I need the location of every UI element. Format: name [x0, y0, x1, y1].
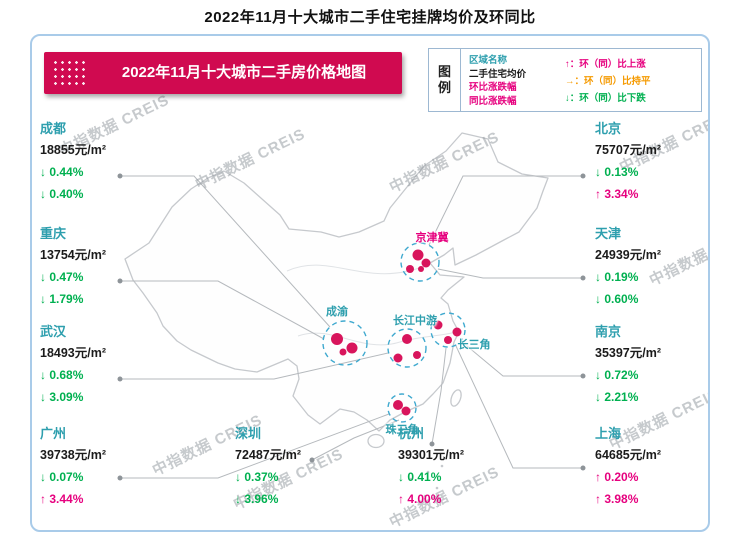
city-mom-change: ↑ 0.20%	[595, 470, 639, 484]
legend-field: 环比涨跌幅	[469, 82, 517, 93]
city-mom-change: ↓ 0.19%	[595, 270, 639, 284]
city-mom-change: ↓ 0.47%	[40, 270, 84, 284]
legend: 图例 区域名称 二手住宅均价 环比涨跌幅 同比涨跌幅 ↑：环（同）比上涨 →：环…	[428, 48, 702, 112]
city-price: 72487元/m²	[235, 448, 302, 462]
city-block-tianjin: 天津 24939元/m² ↓ 0.19% ↓ 0.60%	[595, 226, 708, 314]
city-name: 重庆	[40, 226, 67, 241]
city-name: 深圳	[235, 426, 262, 441]
city-price: 75707元/m²	[595, 143, 662, 157]
city-yoy-change: ↑ 3.98%	[595, 492, 639, 506]
legend-key-down: ↓：环（同）比下跌	[565, 93, 646, 104]
city-block-nanjing: 南京 35397元/m² ↓ 0.72% ↓ 2.21%	[595, 324, 708, 412]
map-region-label: 成渝	[326, 306, 348, 318]
region-dashed-circles	[322, 242, 466, 423]
sea-islets	[409, 452, 444, 498]
leader-dots	[117, 173, 586, 481]
city-price: 39738元/m²	[40, 448, 107, 462]
city-mom-change: ↓ 0.72%	[595, 368, 639, 382]
city-yoy-change: ↓ 3.96%	[235, 492, 279, 506]
city-name: 杭州	[398, 426, 425, 441]
city-block-beijing: 北京 75707元/m² ↓ 0.13% ↑ 3.34%	[595, 121, 708, 209]
map-region-label: 长三角	[457, 339, 491, 351]
china-outline	[124, 132, 549, 449]
map-banner-title: 2022年11月十大城市二手房价格地图	[121, 64, 367, 81]
city-name: 武汉	[40, 324, 67, 339]
city-name: 天津	[595, 226, 622, 241]
map-region-label: 长江中游	[393, 315, 437, 327]
legend-key-flat: →：环（同）比持平	[565, 76, 651, 87]
city-block-chongqing: 重庆 13754元/m² ↓ 0.47% ↓ 1.79%	[40, 226, 170, 314]
map-region-label: 珠三角	[385, 424, 419, 436]
city-mom-change: ↓ 0.37%	[235, 470, 279, 484]
city-yoy-change: ↑ 4.00%	[398, 492, 442, 506]
legend-key-up: ↑：环（同）比上涨	[565, 59, 646, 70]
city-price: 18855元/m²	[40, 143, 107, 157]
city-yoy-change: ↑ 3.44%	[40, 492, 84, 506]
page-title: 2022年11月十大城市二手住宅挂牌均价及环同比	[204, 9, 536, 26]
city-yoy-change: ↓ 1.79%	[40, 292, 84, 306]
taiwan-island	[450, 389, 462, 407]
city-block-chengdu: 成都 18855元/m² ↓ 0.44% ↓ 0.40%	[40, 121, 170, 209]
city-block-shanghai: 上海 64685元/m² ↑ 0.20% ↑ 3.98%	[595, 426, 708, 514]
city-name: 广州	[40, 426, 67, 441]
city-yoy-change: ↓ 2.21%	[595, 390, 639, 404]
city-name: 上海	[595, 426, 622, 441]
city-block-guangzhou: 广州 39738元/m² ↓ 0.07% ↑ 3.44%	[40, 426, 170, 514]
legend-fields: 区域名称 二手住宅均价 环比涨跌幅 同比涨跌幅	[461, 49, 559, 111]
city-price: 13754元/m²	[40, 248, 107, 262]
city-name: 南京	[595, 324, 622, 339]
city-yoy-change: ↑ 3.34%	[595, 187, 639, 201]
city-price: 24939元/m²	[595, 248, 662, 262]
hainan-island	[367, 433, 385, 449]
map-region-label: 京津冀	[415, 232, 449, 244]
city-yoy-change: ↓ 0.40%	[40, 187, 84, 201]
map-panel: 中指数据 CREIS 中指数据 CREIS 中指数据 CREIS 中指数据 CR…	[30, 34, 710, 532]
city-mom-change: ↓ 0.44%	[40, 165, 84, 179]
map-banner: 2022年11月十大城市二手房价格地图	[44, 52, 402, 94]
city-price: 64685元/m²	[595, 448, 662, 462]
city-price: 18493元/m²	[40, 346, 107, 360]
city-mom-change: ↓ 0.41%	[398, 470, 442, 484]
leader-lines	[120, 175, 583, 479]
legend-field: 同比涨跌幅	[469, 95, 517, 107]
city-yoy-change: ↓ 0.60%	[595, 292, 639, 306]
legend-field: 二手住宅均价	[469, 68, 527, 80]
city-yoy-change: ↓ 3.09%	[40, 390, 84, 404]
city-price: 35397元/m²	[595, 346, 662, 360]
city-mom-change: ↓ 0.13%	[595, 165, 639, 179]
city-mom-change: ↓ 0.07%	[40, 470, 84, 484]
city-block-shenzhen: 深圳 72487元/m² ↓ 0.37% ↓ 3.96%	[235, 426, 365, 514]
legend-keys: ↑：环（同）比上涨 →：环（同）比持平 ↓：环（同）比下跌	[559, 49, 701, 111]
city-name: 成都	[40, 121, 67, 136]
china-map	[117, 132, 586, 498]
city-mom-change: ↓ 0.68%	[40, 368, 84, 382]
city-block-wuhan: 武汉 18493元/m² ↓ 0.68% ↓ 3.09%	[40, 324, 170, 412]
legend-tag: 图例	[429, 49, 461, 111]
legend-field: 区域名称	[469, 55, 508, 66]
city-price: 39301元/m²	[398, 448, 465, 462]
city-name: 北京	[595, 121, 622, 136]
city-block-hangzhou: 杭州 39301元/m² ↓ 0.41% ↑ 4.00%	[398, 426, 528, 514]
city-cluster-blobs	[331, 249, 462, 416]
